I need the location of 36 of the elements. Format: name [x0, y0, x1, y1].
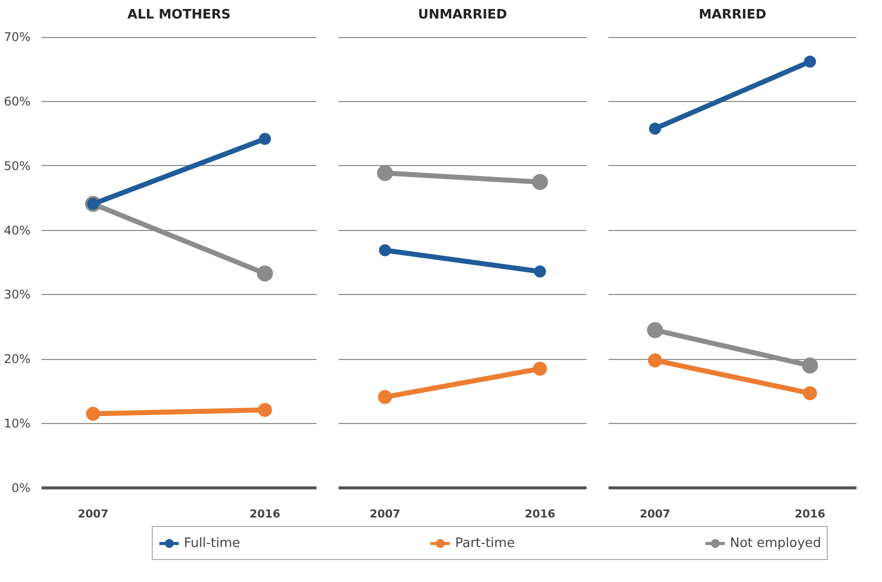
point [534, 266, 546, 278]
x-tick-label: 2007 [370, 508, 400, 520]
y-tick-label: 70% [4, 30, 30, 44]
point [258, 132, 271, 145]
point [378, 390, 392, 404]
x-tick-label: 2007 [78, 508, 108, 520]
y-tick-label: 60% [4, 94, 30, 109]
point [256, 265, 273, 282]
x-tick-label: 2016 [524, 508, 556, 520]
y-tick-label: 50% [4, 158, 30, 173]
y-tick-label: 30% [4, 288, 30, 302]
point [802, 358, 818, 374]
point [648, 353, 662, 368]
y-tick-label: 20% [4, 352, 30, 366]
x-tick-label: 2016 [794, 508, 826, 520]
point [86, 406, 100, 421]
legend-label: Not employed [730, 536, 822, 550]
y-tick-label: 0% [11, 480, 31, 495]
point [647, 322, 663, 338]
point [532, 174, 548, 190]
y-tick-label: 10% [4, 416, 30, 430]
legend-label: Full-time [184, 536, 240, 550]
chart-title: ALL MOTHERS [127, 8, 231, 22]
chart-title: UNMARRIED [418, 8, 508, 22]
point [379, 244, 391, 256]
point [377, 165, 393, 181]
x-tick-label: 2007 [640, 508, 670, 520]
x-tick-label: 2016 [250, 508, 281, 520]
point [649, 122, 661, 135]
point [533, 362, 547, 376]
point [258, 402, 272, 417]
y-tick-label: 40% [4, 223, 30, 238]
point [803, 386, 817, 400]
point [804, 56, 816, 68]
chart-title: MARRIED [698, 8, 766, 22]
legend-label: Part-time [455, 536, 515, 550]
